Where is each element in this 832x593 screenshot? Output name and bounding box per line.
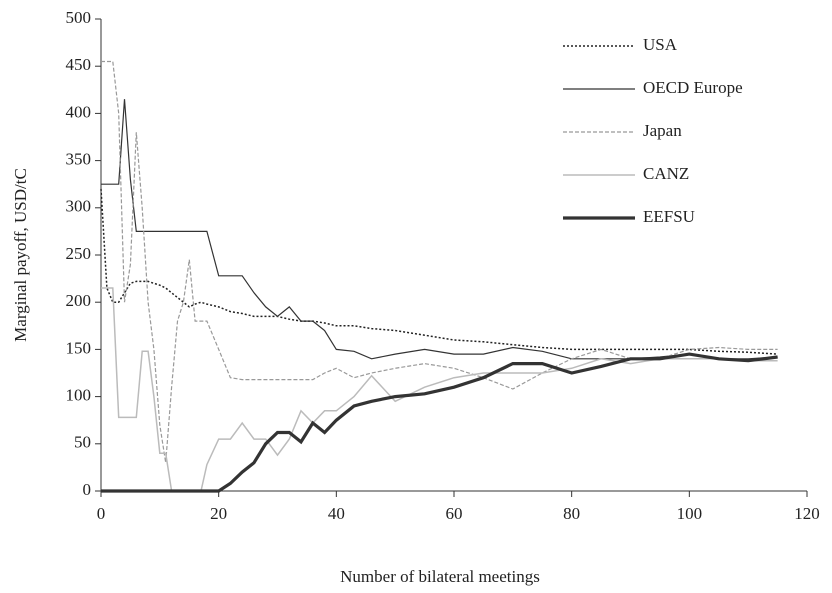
legend-label: OECD Europe	[643, 78, 743, 97]
x-tick-label: 120	[794, 504, 820, 523]
y-tick-label: 200	[66, 291, 92, 310]
y-axis-label: Marginal payoff, USD/tC	[11, 168, 30, 342]
y-tick-label: 400	[66, 102, 92, 121]
series-line	[101, 99, 778, 360]
x-tick-label: 60	[446, 504, 463, 523]
y-tick-label: 250	[66, 244, 92, 263]
legend-label: EEFSU	[643, 207, 695, 226]
y-tick-label: 500	[66, 8, 92, 27]
series-line	[101, 287, 778, 492]
series-line	[101, 352, 778, 493]
x-tick-label: 40	[328, 504, 345, 523]
y-tick-label: 450	[66, 55, 92, 74]
legend-label: CANZ	[643, 164, 689, 183]
x-tick-label: 80	[563, 504, 580, 523]
y-tick-label: 150	[66, 338, 92, 357]
x-tick-label: 20	[210, 504, 227, 523]
x-axis-label: Number of bilateral meetings	[340, 567, 540, 586]
legend-label: Japan	[643, 121, 682, 140]
legend-label: USA	[643, 35, 678, 54]
series-line	[101, 60, 778, 463]
x-tick-label: 0	[97, 504, 106, 523]
series-line	[100, 188, 778, 355]
y-tick-label: 50	[74, 433, 91, 452]
x-tick-label: 100	[677, 504, 703, 523]
y-tick-label: 350	[66, 150, 92, 169]
y-tick-label: 100	[66, 386, 92, 405]
y-tick-label: 300	[66, 197, 92, 216]
y-tick-label: 0	[83, 480, 92, 499]
